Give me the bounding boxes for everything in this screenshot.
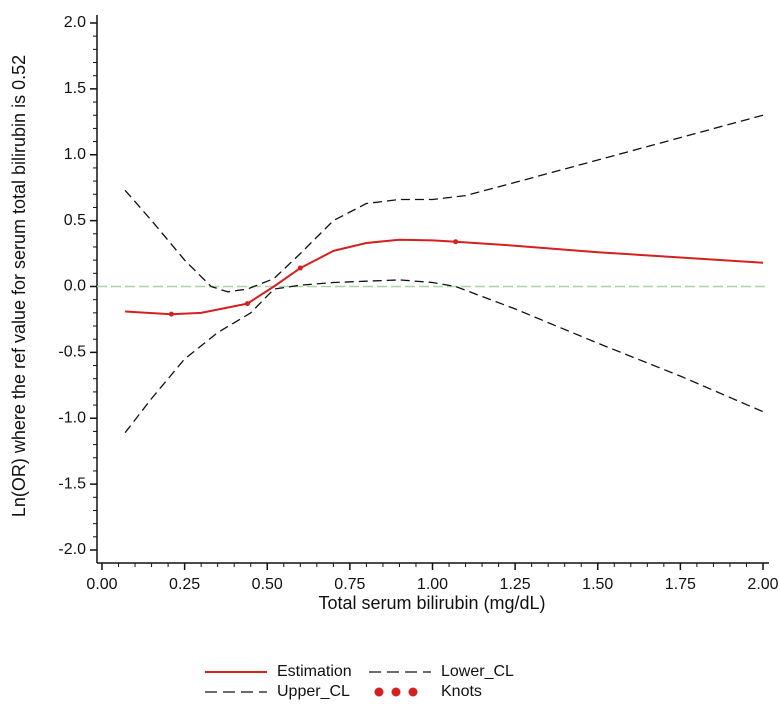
- knot: [453, 239, 459, 245]
- y-tick-label: 0.5: [64, 212, 86, 229]
- series-line: [124, 279, 764, 434]
- x-tick-label: 0.25: [169, 576, 200, 593]
- y-tick-label: 0.0: [64, 278, 86, 295]
- legend-label: Lower_CL: [441, 663, 514, 680]
- knot: [168, 311, 174, 317]
- y-tick-label: -2.0: [58, 541, 86, 558]
- x-tick-label: 1.25: [500, 576, 531, 593]
- y-tick-label: -1.5: [58, 475, 86, 492]
- series-line: [125, 238, 764, 316]
- y-tick-label: 1.5: [64, 80, 86, 97]
- legend-label: Estimation: [277, 663, 352, 680]
- legend-symbol: [408, 687, 418, 697]
- x-tick-label: 0.75: [334, 576, 365, 593]
- x-tick-label: 2.00: [747, 576, 778, 593]
- y-tick-label: 1.0: [64, 146, 86, 163]
- x-tick-label: 1.75: [665, 576, 696, 593]
- knot: [244, 301, 250, 307]
- knot: [297, 265, 303, 271]
- legend-symbol: [374, 687, 384, 697]
- x-tick-label: 0.00: [86, 576, 117, 593]
- series-line: [124, 114, 764, 293]
- x-tick-label: 0.50: [252, 576, 283, 593]
- legend-label: Upper_CL: [277, 683, 350, 700]
- legend-label: Knots: [441, 683, 482, 700]
- y-tick-label: 2.0: [64, 14, 86, 31]
- legend-symbol: [391, 687, 401, 697]
- x-tick-label: 1.50: [582, 576, 613, 593]
- y-tick-label: -0.5: [58, 344, 86, 361]
- y-tick-label: -1.0: [58, 409, 86, 426]
- x-tick-label: 1.00: [417, 576, 448, 593]
- x-axis-title: Total serum bilirubin (mg/dL): [318, 593, 545, 613]
- y-axis-title: Ln(OR) where the ref value for serum tot…: [9, 55, 29, 517]
